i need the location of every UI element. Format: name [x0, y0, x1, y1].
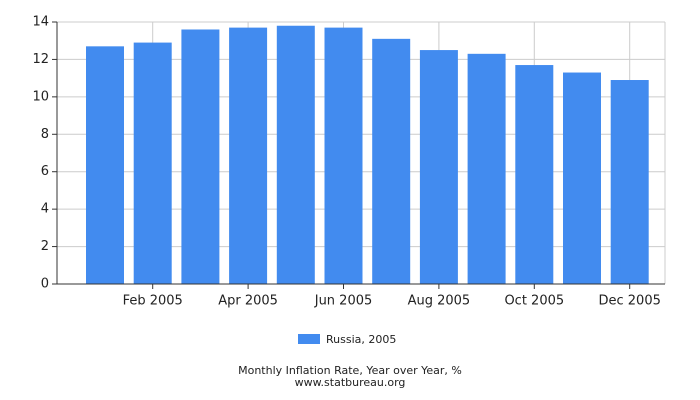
bar: [515, 65, 554, 285]
x-tick-label: Feb 2005: [123, 294, 183, 309]
bar: [86, 46, 124, 285]
x-tick-label: Aug 2005: [408, 294, 471, 309]
bar: [372, 38, 411, 284]
legend-label: Russia, 2005: [326, 333, 396, 346]
chart-title: Monthly Inflation Rate, Year over Year, …: [238, 364, 462, 377]
y-tick-label: 10: [32, 89, 49, 104]
bar: [324, 27, 363, 284]
bar: [419, 50, 458, 285]
bar: [610, 80, 649, 284]
chart-subtitle: www.statbureau.org: [295, 376, 406, 389]
y-tick-label: 8: [41, 127, 49, 142]
x-tick-label: Dec 2005: [599, 294, 661, 309]
bar: [133, 42, 172, 285]
y-tick-label: 2: [41, 239, 49, 254]
y-tick-label: 14: [32, 15, 49, 30]
y-tick-label: 0: [41, 277, 49, 292]
x-tick-label: Jun 2005: [314, 294, 373, 309]
y-tick-label: 6: [41, 164, 49, 179]
bar: [467, 53, 506, 284]
y-tick-label: 4: [41, 202, 49, 217]
bar: [181, 29, 220, 284]
bar: [276, 25, 315, 284]
bar: [563, 72, 601, 285]
y-tick-label: 12: [32, 52, 49, 67]
legend-swatch: [298, 334, 320, 344]
x-tick-label: Apr 2005: [218, 294, 278, 309]
bar: [229, 27, 268, 284]
x-tick-label: Oct 2005: [504, 294, 564, 309]
